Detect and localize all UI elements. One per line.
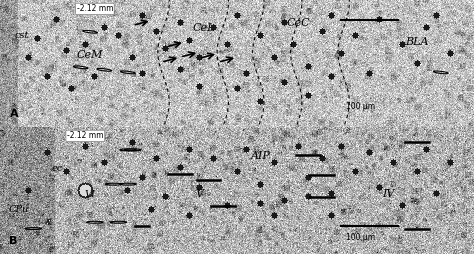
Text: ec: ec [51,164,63,173]
Text: CeM: CeM [77,50,103,60]
Text: -2.12 mm: -2.12 mm [67,131,104,140]
Text: B: B [9,236,18,246]
Text: CeL: CeL [192,23,215,33]
Text: A: A [9,109,18,119]
Text: -2.12 mm: -2.12 mm [76,4,113,13]
Text: AIP: AIP [251,151,271,161]
Text: IV: IV [383,189,395,199]
Text: VI: VI [85,190,95,199]
Text: CPu: CPu [9,205,29,214]
Text: cst: cst [14,31,28,40]
Text: 100 μm: 100 μm [346,233,375,242]
Text: 100 μm: 100 μm [346,102,375,111]
Text: CeC: CeC [287,18,310,28]
Text: BLA: BLA [405,37,429,47]
Text: V: V [195,189,203,199]
